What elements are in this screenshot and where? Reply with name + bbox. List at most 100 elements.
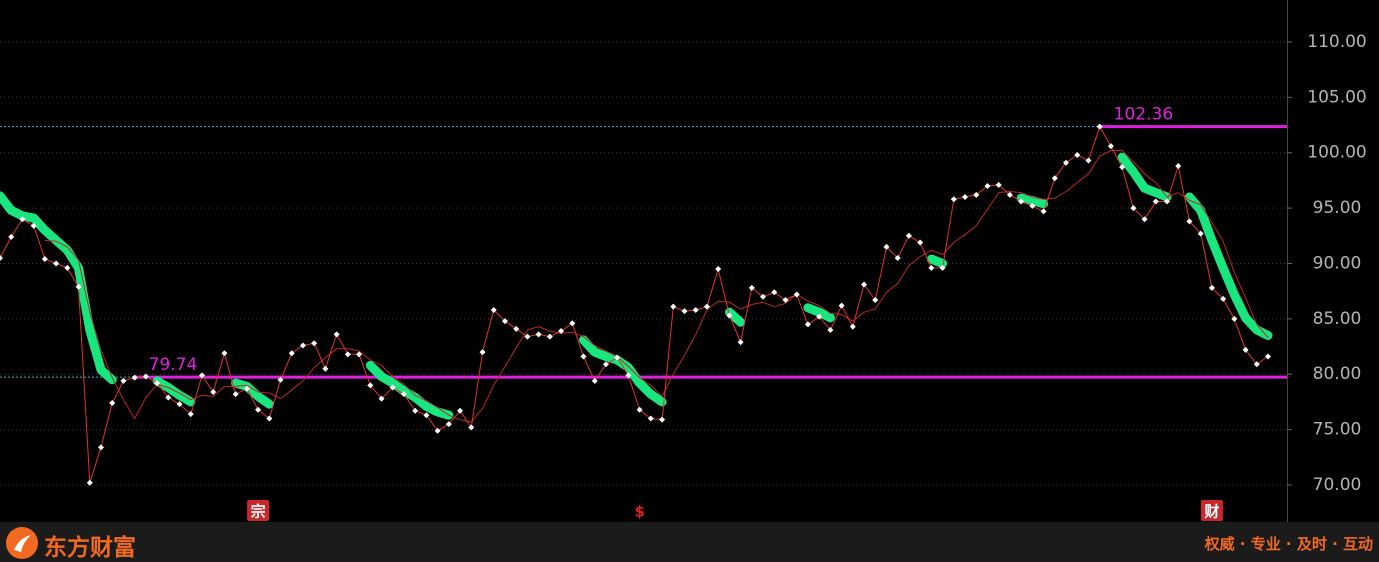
data-point <box>1197 230 1204 237</box>
data-point <box>827 326 834 333</box>
data-point <box>793 291 800 298</box>
data-point <box>367 382 374 389</box>
band-line <box>0 152 1273 420</box>
data-point <box>243 385 250 392</box>
data-point <box>356 351 363 358</box>
data-point <box>1107 143 1114 150</box>
event-badge <box>1200 500 1223 521</box>
event-label: 财 <box>1204 503 1219 521</box>
data-point <box>30 222 37 229</box>
data-point <box>501 318 508 325</box>
data-point <box>221 350 228 357</box>
footer-bar: 东方财富 权威 · 专业 · 及时 · 互动 <box>0 522 1379 562</box>
data-point <box>176 401 183 408</box>
y-tick-label: 90.00 <box>1313 253 1362 273</box>
data-point <box>950 196 957 203</box>
data-point <box>659 416 666 423</box>
data-point <box>333 331 340 338</box>
data-point <box>1164 198 1171 205</box>
data-point <box>591 377 598 384</box>
y-tick-label: 110.00 <box>1307 32 1366 52</box>
data-point <box>1051 175 1058 182</box>
data-point <box>344 351 351 358</box>
data-point <box>490 307 497 314</box>
data-point <box>1063 159 1070 166</box>
data-point <box>1265 353 1271 360</box>
data-point <box>1006 191 1013 198</box>
data-point <box>771 289 778 296</box>
data-point <box>445 421 452 428</box>
data-point <box>636 406 643 413</box>
data-point <box>1253 361 1260 368</box>
event-badge <box>247 500 270 521</box>
data-point <box>400 391 407 398</box>
data-point <box>816 313 823 320</box>
data-point <box>681 308 688 315</box>
data-point <box>849 323 856 330</box>
data-point <box>546 333 553 340</box>
data-point <box>187 411 194 418</box>
data-point <box>804 321 811 328</box>
data-point <box>962 194 969 201</box>
data-point <box>1119 164 1126 171</box>
data-point <box>288 350 295 357</box>
data-point <box>86 479 93 486</box>
y-tick-label: 70.00 <box>1313 475 1362 495</box>
data-point <box>468 424 475 431</box>
data-point <box>412 407 419 414</box>
data-point <box>558 328 565 335</box>
data-point <box>1231 315 1238 322</box>
data-point <box>928 264 935 271</box>
data-point <box>1141 216 1148 223</box>
data-point <box>703 303 710 310</box>
data-point <box>109 400 116 407</box>
data-point <box>861 281 868 288</box>
data-point <box>142 373 149 380</box>
data-point <box>569 320 576 327</box>
data-point <box>614 354 621 361</box>
data-point <box>1074 151 1081 158</box>
data-point <box>670 303 677 310</box>
data-point <box>995 181 1002 188</box>
data-point <box>1175 163 1182 170</box>
brand[interactable]: 东方财富 <box>44 535 136 561</box>
data-point <box>1018 198 1025 205</box>
y-tick-label: 85.00 <box>1313 309 1362 329</box>
data-point <box>322 365 329 372</box>
data-point <box>8 233 15 240</box>
data-point <box>917 239 924 246</box>
y-tick-label: 105.00 <box>1307 87 1366 107</box>
y-tick-label: 95.00 <box>1313 198 1362 218</box>
data-point <box>894 254 901 261</box>
data-point <box>266 415 273 422</box>
data-point <box>64 264 71 271</box>
y-tick-label: 80.00 <box>1313 364 1362 384</box>
data-point <box>434 427 441 434</box>
event-label: 宗 <box>251 503 266 521</box>
chart: 70.00 75.00 80.00 85.00 90.00 95.00 100.00 105.… <box>0 0 1367 522</box>
event-label: $ <box>634 503 644 521</box>
data-point <box>299 342 306 349</box>
data-point <box>939 264 946 271</box>
data-point <box>1130 205 1137 212</box>
series-line <box>0 126 1269 484</box>
data-point <box>692 307 699 314</box>
data-point <box>198 372 205 379</box>
data-point <box>19 216 26 223</box>
data-point <box>0 254 3 261</box>
data-point <box>726 312 733 319</box>
reference-label: 79.74 <box>149 355 198 375</box>
data-point <box>457 407 464 414</box>
data-point <box>905 232 912 239</box>
data-point <box>535 331 542 338</box>
data-point <box>1029 202 1036 209</box>
reference-label: 102.36 <box>1114 105 1173 125</box>
data-point <box>748 284 755 291</box>
data-point <box>131 374 138 381</box>
data-point <box>1096 123 1103 130</box>
data-point <box>41 256 48 263</box>
data-point <box>973 191 980 198</box>
data-point <box>602 361 609 368</box>
series-line <box>44 150 1269 423</box>
